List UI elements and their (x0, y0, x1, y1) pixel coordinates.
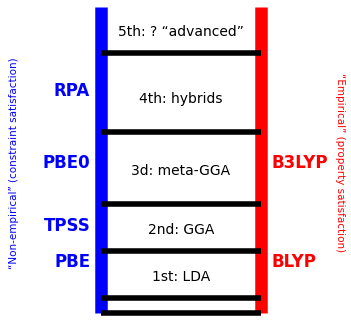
Text: BLYP: BLYP (272, 253, 316, 271)
Text: PBE0: PBE0 (42, 154, 90, 172)
Text: “Empirical” (property satisfaction): “Empirical” (property satisfaction) (336, 73, 345, 253)
Text: RPA: RPA (54, 82, 90, 100)
Text: B3LYP: B3LYP (272, 154, 328, 172)
Text: 4th: hybrids: 4th: hybrids (139, 92, 223, 106)
Text: TPSS: TPSS (44, 216, 90, 235)
Text: 1st: LDA: 1st: LDA (152, 270, 210, 284)
Text: 5th: ? “advanced”: 5th: ? “advanced” (118, 24, 244, 38)
Text: “Non-empirical” (constraint satisfaction): “Non-empirical” (constraint satisfaction… (9, 57, 19, 269)
Text: 2nd: GGA: 2nd: GGA (148, 223, 214, 237)
Text: PBE: PBE (54, 253, 90, 271)
Text: 3d: meta-GGA: 3d: meta-GGA (131, 164, 230, 178)
